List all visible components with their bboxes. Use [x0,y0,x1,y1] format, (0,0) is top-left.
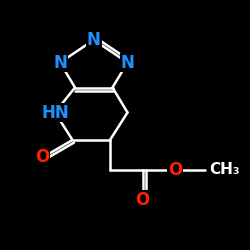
Text: N: N [53,54,67,72]
Text: O: O [136,191,149,209]
Text: HN: HN [41,104,69,122]
Text: O: O [168,161,182,179]
Text: N: N [120,54,134,72]
Text: O: O [36,148,50,166]
Text: N: N [87,31,101,49]
Text: CH₃: CH₃ [209,162,240,178]
